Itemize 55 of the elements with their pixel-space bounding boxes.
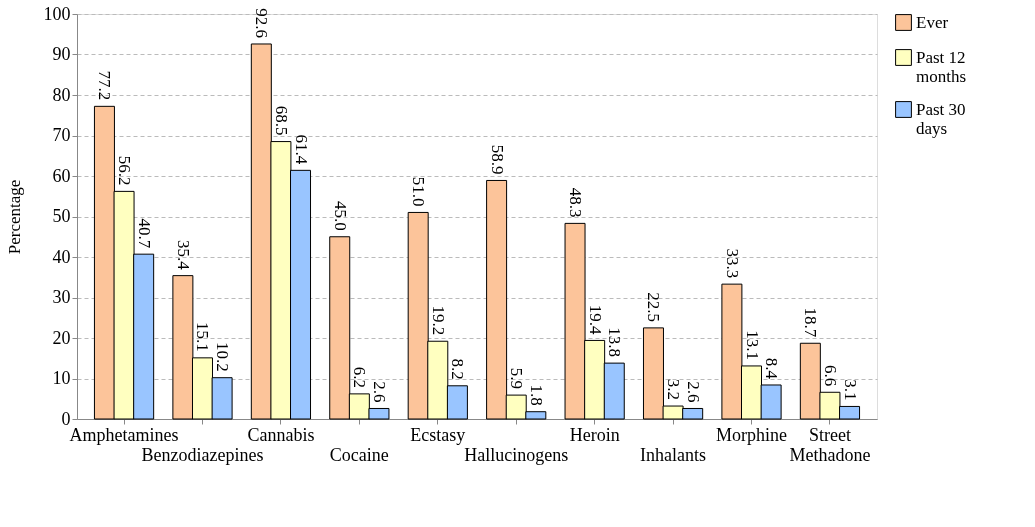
data-label: 3.2 xyxy=(664,378,684,401)
x-tick-label: Cannabis xyxy=(247,424,315,445)
y-tick-label: 40 xyxy=(52,246,71,267)
data-label: 8.4 xyxy=(762,357,782,380)
data-label: 10.2 xyxy=(213,341,233,372)
legend-label: Past 12 months xyxy=(916,47,967,86)
data-label: 13.8 xyxy=(605,327,625,358)
x-tick-label: Cocaine xyxy=(329,444,389,465)
data-label: 68.5 xyxy=(271,105,291,136)
x-tick-label: Morphine xyxy=(716,424,788,445)
data-label: 8.2 xyxy=(448,358,468,380)
data-label: 13.1 xyxy=(742,330,762,360)
data-label: 18.7 xyxy=(801,307,821,338)
data-label: 19.2 xyxy=(428,305,448,336)
data-label: 15.1 xyxy=(193,322,213,352)
y-axis-title: Percentage xyxy=(4,179,24,255)
data-label: 56.2 xyxy=(115,155,135,186)
data-label: 1.8 xyxy=(526,384,546,406)
data-label: 19.4 xyxy=(585,304,605,335)
y-tick-label: 20 xyxy=(52,327,71,348)
data-label: 48.3 xyxy=(566,187,586,218)
data-label: 6.2 xyxy=(350,366,370,388)
x-tick-label: Hallucinogens xyxy=(464,444,569,465)
data-label: 92.6 xyxy=(252,8,272,38)
legend-label: Ever xyxy=(916,12,949,32)
data-label: 61.4 xyxy=(291,134,311,165)
data-label: 2.6 xyxy=(369,381,389,403)
y-tick-label: 0 xyxy=(61,408,71,429)
data-label: 6.6 xyxy=(820,365,840,387)
data-label: 5.9 xyxy=(507,367,527,390)
data-label: 22.5 xyxy=(644,292,664,322)
y-tick-label: 50 xyxy=(52,206,71,226)
x-tick-label: Benzodiazepines xyxy=(141,444,264,465)
legend-label: Past 30 days xyxy=(916,99,966,138)
x-tick-label: Street Methadone xyxy=(789,424,871,465)
data-label: 51.0 xyxy=(409,176,429,207)
x-tick-label: Heroin xyxy=(569,424,620,445)
y-tick-label: 60 xyxy=(52,165,71,186)
y-tick-label: 80 xyxy=(52,84,71,105)
data-label: 40.7 xyxy=(134,218,154,249)
data-label: 33.3 xyxy=(722,248,742,279)
y-tick-label: 30 xyxy=(52,287,71,307)
x-tick-label: Ecstasy xyxy=(410,424,466,445)
x-tick-label: Amphetamines xyxy=(69,424,179,445)
y-tick-label: 100 xyxy=(43,3,71,24)
data-label: 3.1 xyxy=(840,379,860,401)
x-tick-label: Inhalants xyxy=(640,444,707,465)
data-label: 2.6 xyxy=(683,381,703,403)
data-label: 58.9 xyxy=(487,144,507,175)
y-tick-label: 70 xyxy=(52,125,71,145)
y-tick-label: 10 xyxy=(52,368,71,388)
data-label: 45.0 xyxy=(330,201,350,231)
data-label: 77.2 xyxy=(95,70,115,101)
data-label: 35.4 xyxy=(173,239,193,271)
y-tick-label: 90 xyxy=(52,44,71,64)
